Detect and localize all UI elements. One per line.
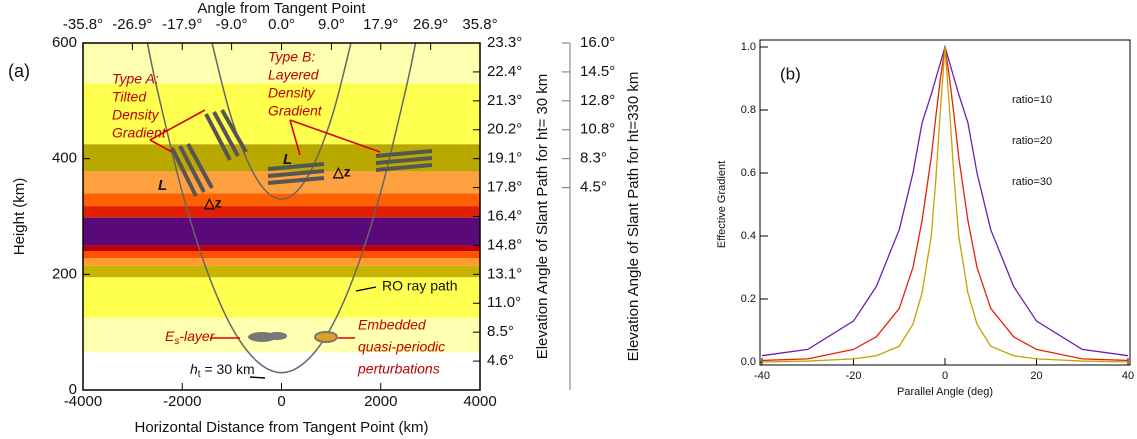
x-tick-label: -40 xyxy=(754,370,770,382)
legend-entry: ratio=10 xyxy=(1012,94,1052,106)
annotation: Density xyxy=(268,85,316,101)
x-axis-title: Parallel Angle (deg) xyxy=(897,386,993,398)
panel-label: (a) xyxy=(8,61,30,81)
annotation: Gradient xyxy=(112,125,167,141)
x-tick-label: -2000 xyxy=(163,393,201,410)
x2-tick-label: -17.9° xyxy=(162,16,202,33)
line xyxy=(762,47,1128,360)
annotation: Tilted xyxy=(112,89,147,105)
x-tick-label: 0 xyxy=(277,393,285,410)
figure: -4000-20000200040000200400600-35.8°-26.9… xyxy=(0,0,1137,439)
y2-tick-label: 13.1° xyxy=(487,265,522,282)
y2-tick-label: 21.3° xyxy=(487,92,522,109)
y3-tick-label: 4.5° xyxy=(580,179,607,196)
x2-tick-label: 17.9° xyxy=(363,16,398,33)
annotation: Gradient xyxy=(268,103,323,119)
y-tick-label: 0.6 xyxy=(741,167,756,179)
x-tick-label: -20 xyxy=(846,370,862,382)
annotation: Type B: xyxy=(268,49,315,65)
y-tick-label: 0.8 xyxy=(741,104,756,116)
plot-frame xyxy=(760,40,1130,365)
y2-tick-label: 14.8° xyxy=(487,236,522,253)
x-tick-label: 2000 xyxy=(364,393,397,410)
y2-tick-label: 11.0° xyxy=(487,294,521,311)
annotation: Embedded xyxy=(358,317,427,333)
x-tick-label: 4000 xyxy=(463,393,496,410)
x2-axis-title: Angle from Tangent Point xyxy=(197,0,366,17)
x2-tick-label: 0.0° xyxy=(268,16,295,33)
y-tick-label: 1.0 xyxy=(741,41,756,53)
layer-band xyxy=(83,258,480,266)
y-tick-label: 0.4 xyxy=(741,230,756,242)
annotation: △z xyxy=(332,164,351,180)
y2-tick-label: 17.8° xyxy=(487,179,522,196)
y-axis-title: Effective Gradient xyxy=(716,161,728,248)
y-tick-label: 0.0 xyxy=(741,356,756,368)
annotation: Layered xyxy=(268,67,320,83)
x-tick-label: 40 xyxy=(1122,370,1134,382)
y2-tick-label: 23.3° xyxy=(487,34,522,51)
x-axis-title: Horizontal Distance from Tangent Point (… xyxy=(134,419,428,436)
legend-entry: ratio=20 xyxy=(1012,135,1052,147)
panel-b: -40 -20 0 20 40 0.0 0.2 0.4 0.6 0.8 1.0 ratio=10 rat… xyxy=(716,40,1134,398)
y2-tick-label: 8.5° xyxy=(487,323,514,340)
layer-band xyxy=(83,245,480,251)
x2-tick-label: -35.8° xyxy=(63,16,103,33)
annotation: perturbations xyxy=(357,361,440,377)
y3-axis-title: Elevation Angle of Slant Path for ht=330… xyxy=(625,72,642,362)
y2-axis-title: Elevation Angle of Slant Path for ht= 30… xyxy=(534,74,551,360)
panel-label: (b) xyxy=(780,64,801,83)
y-tick-label: 600 xyxy=(52,34,77,51)
y-tick-label: 400 xyxy=(52,150,77,167)
y3-tick-label: 14.5° xyxy=(580,63,615,80)
y3-tick-label: 12.8° xyxy=(580,92,615,109)
layer-band xyxy=(83,218,480,246)
y-tick-label: 200 xyxy=(52,265,77,282)
y2-tick-label: 19.1° xyxy=(487,150,522,167)
x2-tick-label: 9.0° xyxy=(318,16,345,33)
y3-tick-label: 8.3° xyxy=(580,150,607,167)
layer-band xyxy=(83,266,480,278)
annotation: Density xyxy=(112,107,160,123)
layer-band xyxy=(83,206,480,218)
layer-band xyxy=(83,251,480,258)
y-axis-title: Height (km) xyxy=(11,178,28,256)
line xyxy=(762,47,1128,356)
y2-tick-label: 22.4° xyxy=(487,63,522,80)
y2-tick-label: 4.6° xyxy=(487,352,514,369)
x-tick-label: 20 xyxy=(1030,370,1042,382)
annotation: L xyxy=(158,177,167,194)
x2-tick-label: 35.8° xyxy=(462,16,497,33)
x2-tick-label: -9.0° xyxy=(216,16,248,33)
line xyxy=(762,47,1128,362)
y2-tick-label: 20.2° xyxy=(487,121,522,138)
annotation: quasi-periodic xyxy=(358,339,445,355)
y-tick-label: 0 xyxy=(69,381,77,398)
y-tick-label: 0.2 xyxy=(741,293,756,305)
x-tick-label: 0 xyxy=(942,370,948,382)
annotation: △z xyxy=(203,195,222,211)
legend-entry: ratio=30 xyxy=(1012,176,1052,188)
y3-tick-label: 16.0° xyxy=(580,34,615,51)
x2-tick-label: 26.9° xyxy=(413,16,448,33)
annotation: Type A: xyxy=(112,71,159,87)
annotation: L xyxy=(283,151,292,168)
y2-tick-label: 16.4° xyxy=(487,207,522,224)
annotation: RO ray path xyxy=(382,278,457,294)
x2-tick-label: -26.9° xyxy=(112,16,152,33)
y3-tick-label: 10.8° xyxy=(580,121,615,138)
